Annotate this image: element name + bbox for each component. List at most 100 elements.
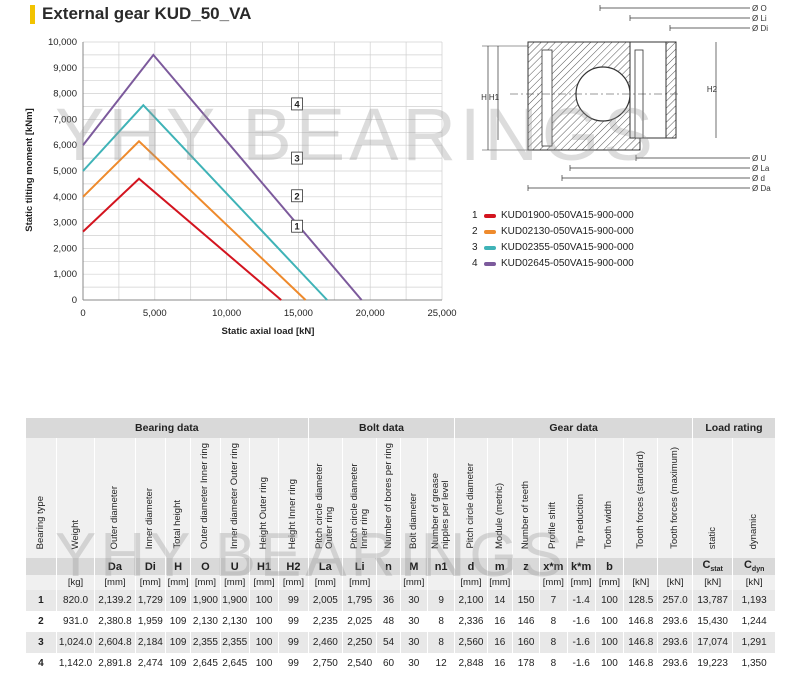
table-cell: 30 [400, 653, 428, 674]
bearing-cross-section-drawing: Ø OØ LiØ Di Ø UØ LaØ dØ Da H H1 H2 [481, 4, 771, 193]
table-column-header: Pitch circle diameter Inner ring [342, 438, 378, 558]
table-column-header-text: dynamic [748, 513, 760, 549]
table-cell: 8 [539, 653, 568, 674]
table-column-header: Tip reduction [567, 438, 596, 558]
dim-label-h2: H2 [707, 85, 718, 94]
watermark-lower: YHY BEARINGS [55, 521, 568, 590]
table-cell: 109 [165, 632, 192, 653]
table-cell: 8 [539, 632, 568, 653]
table-cell: 100 [249, 590, 280, 611]
y-tick-label: 0 [72, 295, 77, 306]
table-cell: 2,750 [308, 653, 344, 674]
table-cell: 14 [487, 590, 513, 611]
legend-label: KUD02645-050VA15-900-000 [501, 258, 634, 269]
table-cell: 128.5 [623, 590, 659, 611]
table-cell: 2 [26, 611, 57, 632]
chart-legend: 1 KUD01900-050VA15-900-000 2 KUD02130-050VA… [472, 208, 634, 272]
table-symbol-cell: Da [94, 558, 136, 575]
table-cell: 1,959 [135, 611, 167, 632]
table-cell: 4 [26, 653, 57, 674]
table-cell: 2,355 [190, 632, 221, 653]
table-symbol-cell: k*m [567, 558, 596, 575]
table-cell: 15,430 [692, 611, 734, 632]
table-group-header: Bolt data [308, 418, 456, 438]
legend-number: 1 [472, 210, 478, 221]
series-label-2: 2 [291, 189, 303, 202]
table-cell: 16 [487, 611, 513, 632]
table-column-header: Number of grease nipples per level [427, 438, 456, 558]
table-cell: 2,130 [220, 611, 250, 632]
bearing-data-table-container: Bearing data Bolt data Gear data Load ratin… [26, 418, 777, 674]
table-cell: 100 [595, 632, 625, 653]
table-column-header: Total height [165, 438, 192, 558]
y-tick-label: 8,000 [53, 89, 77, 100]
table-column-header: static [692, 438, 734, 558]
table-column-header-text: Tooth forces (maximum) [669, 447, 681, 549]
series-label-box [291, 151, 303, 165]
table-cell: 12 [427, 653, 456, 674]
table-cell: -1.6 [567, 611, 596, 632]
table-cell: 146.8 [623, 611, 659, 632]
table-cell: 178 [512, 653, 541, 674]
table-symbol-cell: n1 [427, 558, 456, 575]
table-cell: 2,645 [220, 653, 250, 674]
table-cell: 109 [165, 590, 192, 611]
bearing-data-table: Bearing data Bolt data Gear data Load ratin… [26, 418, 777, 674]
table-column-header: Outer diameter [94, 438, 136, 558]
table-cell: -1.6 [567, 653, 596, 674]
table-cell: 1,900 [190, 590, 221, 611]
table-row: 2 931.0 2,380.8 1,959 109 2,130 2,130 100 99 2,23… [26, 611, 776, 632]
table-cell: 48 [376, 611, 401, 632]
table-column-header: Height Outer ring [249, 438, 280, 558]
table-row: 1 820.0 2,139.2 1,729 109 1,900 1,900 100 99 2,00… [26, 590, 776, 611]
table-unit-row: [kg] [mm] [mm] [mm] [mm] [mm] [mm] [mm] [mm] [mm]… [26, 575, 776, 590]
x-tick-label: 0 [80, 308, 85, 319]
table-cell: 2,100 [454, 590, 488, 611]
legend-label: KUD01900-050VA15-900-000 [501, 210, 634, 221]
dim-label-h: H [481, 93, 487, 102]
table-cell: 1,291 [732, 632, 776, 653]
table-cell: 1 [26, 590, 57, 611]
table-cell: 1,142.0 [56, 653, 96, 674]
table-cell: 146 [512, 611, 541, 632]
table-column-header-text: static [706, 526, 718, 549]
page-title: External gear KUD_50_VA [30, 4, 251, 24]
table-column-header: Bearing type [26, 438, 57, 558]
y-tick-label: 10,000 [48, 37, 77, 48]
x-tick-label: 15,000 [284, 308, 313, 319]
table-cell: 2,235 [308, 611, 344, 632]
table-cell: 54 [376, 632, 401, 653]
table-unit-cell: [mm] [595, 575, 625, 590]
table-symbol-cell [56, 558, 96, 575]
table-group-header-row: Bearing data Bolt data Gear data Load ratin… [26, 418, 777, 438]
table-column-header: Module (metric) [487, 438, 513, 558]
dim-label-h1: H1 [489, 93, 500, 102]
table-cell: 9 [427, 590, 456, 611]
legend-label: KUD02355-050VA15-900-000 [501, 242, 634, 253]
table-symbol-cell: La [308, 558, 344, 575]
table-column-header: Tooth forces (maximum) [657, 438, 693, 558]
table-cell: 146.8 [623, 632, 659, 653]
watermark-upper: YHY BEARINGS [55, 93, 657, 176]
table-group-header: Load rating [692, 418, 777, 438]
table-cell: 100 [595, 653, 625, 674]
legend-swatch [484, 262, 496, 266]
table-cell: -1.6 [567, 632, 596, 653]
table-symbol-cell: n [376, 558, 401, 575]
legend-swatch [484, 246, 496, 250]
x-tick-label: 10,000 [212, 308, 241, 319]
dimension-labels-right: Ø OØ LiØ Di Ø UØ LaØ dØ Da [752, 4, 771, 193]
outer-bolt-bore [541, 49, 553, 147]
table-cell: 7 [539, 590, 568, 611]
table-cell: 2,848 [454, 653, 488, 674]
table-cell: 2,645 [190, 653, 221, 674]
table-column-header: Height Inner ring [278, 438, 309, 558]
x-tick-label: 20,000 [356, 308, 385, 319]
table-column-header-text: Tooth forces (standard) [634, 451, 646, 549]
y-tick-label: 6,000 [53, 140, 77, 151]
table-column-header: Number of bores per ring [376, 438, 401, 558]
table-cell: 2,005 [308, 590, 344, 611]
table-unit-cell: [mm] [165, 575, 192, 590]
table-cell: 3 [26, 632, 57, 653]
